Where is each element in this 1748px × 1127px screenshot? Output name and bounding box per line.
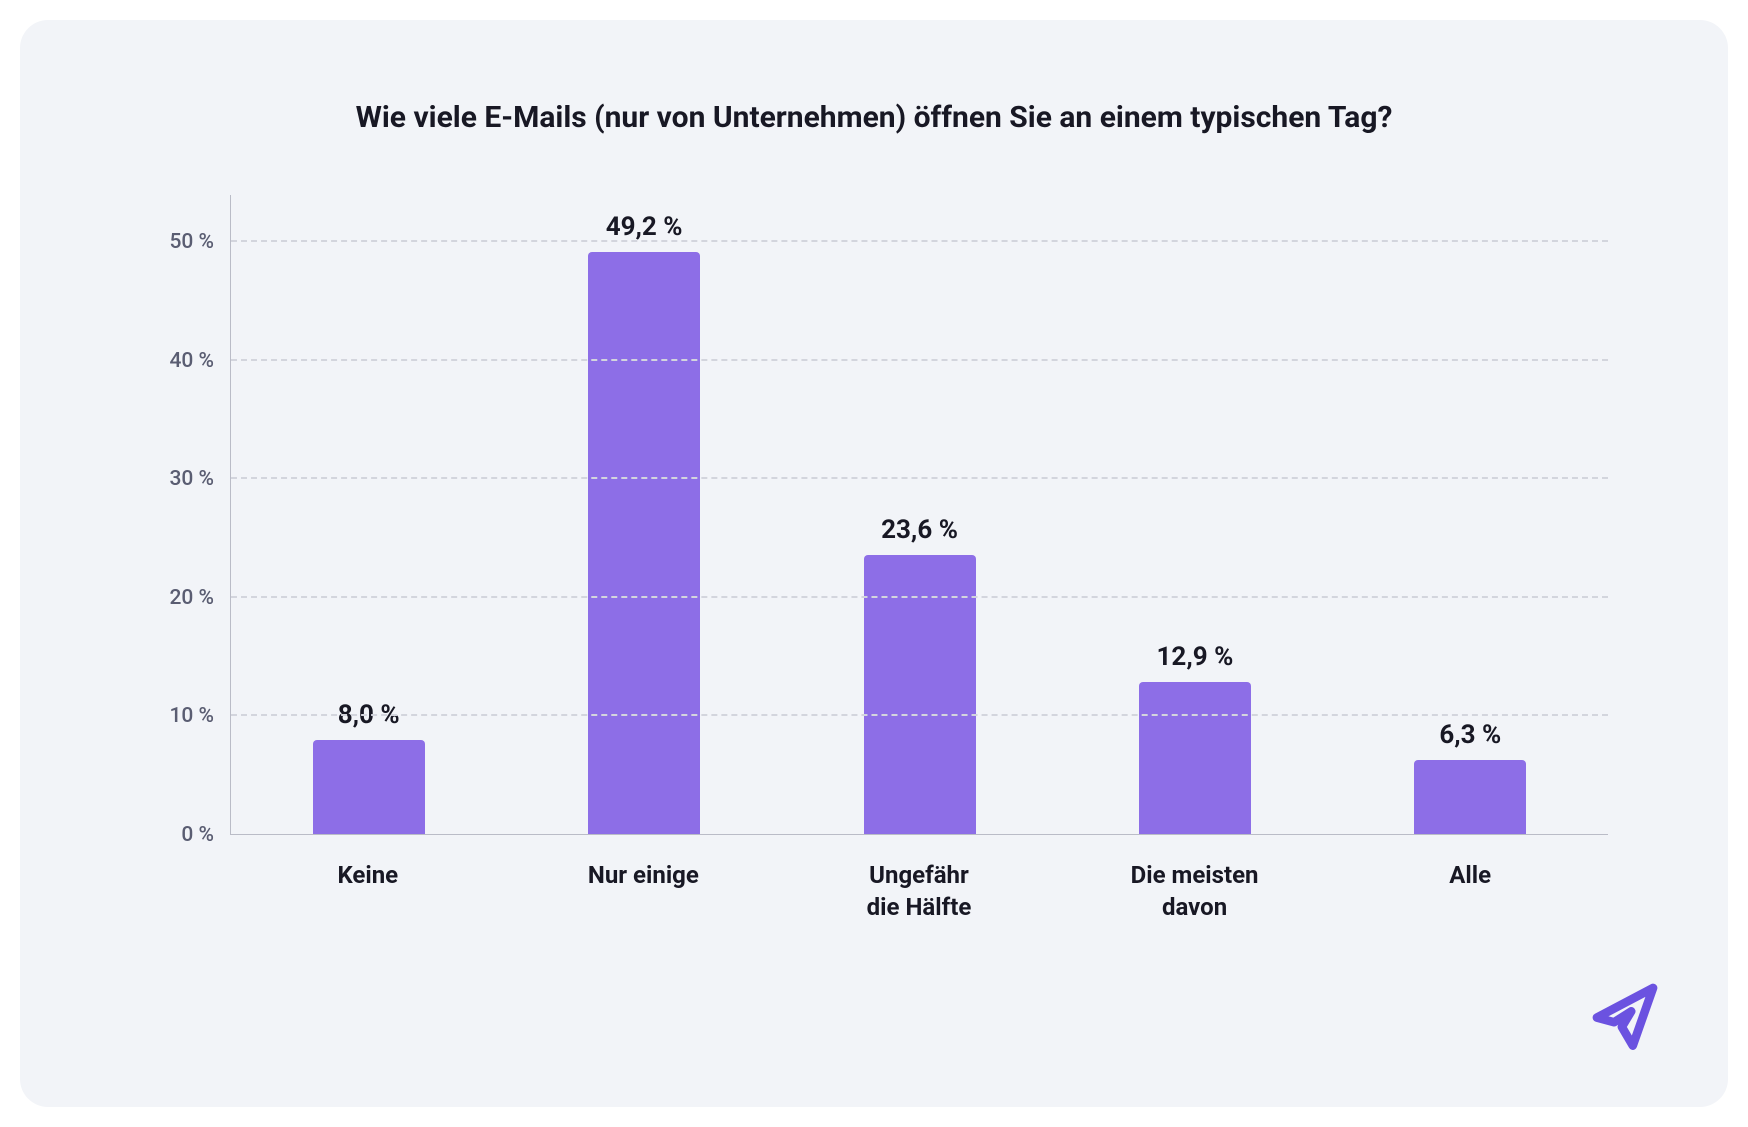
y-tick-label: 50 % — [169, 230, 214, 254]
paper-plane-icon — [1586, 977, 1664, 1055]
gridline — [231, 596, 1608, 598]
gridline — [231, 240, 1608, 242]
bar-value-label: 49,2 % — [606, 212, 683, 242]
x-axis-label: Nur einige — [506, 859, 782, 924]
x-axis-label: Alle — [1332, 859, 1608, 924]
bar — [313, 740, 425, 835]
bar-value-label: 6,3 % — [1439, 720, 1501, 750]
x-axis-labels: KeineNur einigeUngefähr die HälfteDie me… — [230, 859, 1608, 924]
y-tick-label: 0 % — [181, 823, 214, 847]
bar-column: 12,9 % — [1057, 195, 1332, 835]
bar-column: 49,2 % — [506, 195, 781, 835]
bar-column: 23,6 % — [782, 195, 1057, 835]
bar-value-label: 23,6 % — [881, 515, 958, 545]
y-tick-label: 10 % — [169, 704, 214, 728]
bar-column: 6,3 % — [1333, 195, 1608, 835]
x-axis-label: Keine — [230, 859, 506, 924]
chart-title: Wie viele E-Mails (nur von Unternehmen) … — [140, 100, 1608, 135]
plot-area: 8,0 % 49,2 % 23,6 % 12,9 % 6,3 % — [230, 195, 1608, 835]
gridline — [231, 359, 1608, 361]
chart-area: 0 %10 %20 %30 %40 %50 % 8,0 %49,2 %23,6 … — [140, 195, 1608, 835]
bar-column: 8,0 % — [231, 195, 506, 835]
y-axis: 0 %10 %20 %30 %40 %50 % — [140, 195, 230, 835]
bar-value-label: 12,9 % — [1157, 642, 1234, 672]
x-axis-line — [231, 834, 1608, 835]
y-tick-label: 40 % — [169, 349, 214, 373]
gridline — [231, 714, 1608, 716]
brand-logo — [1586, 977, 1664, 1059]
x-axis-label: Ungefähr die Hälfte — [781, 859, 1057, 924]
x-axis-label: Die meisten davon — [1057, 859, 1333, 924]
chart-card: Wie viele E-Mails (nur von Unternehmen) … — [20, 20, 1728, 1107]
gridline — [231, 477, 1608, 479]
y-tick-label: 30 % — [169, 467, 214, 491]
bar — [588, 252, 700, 835]
bars-container: 8,0 % 49,2 % 23,6 % 12,9 % 6,3 % — [231, 195, 1608, 835]
bar — [1414, 760, 1526, 835]
bar — [1139, 682, 1251, 835]
y-tick-label: 20 % — [169, 586, 214, 610]
